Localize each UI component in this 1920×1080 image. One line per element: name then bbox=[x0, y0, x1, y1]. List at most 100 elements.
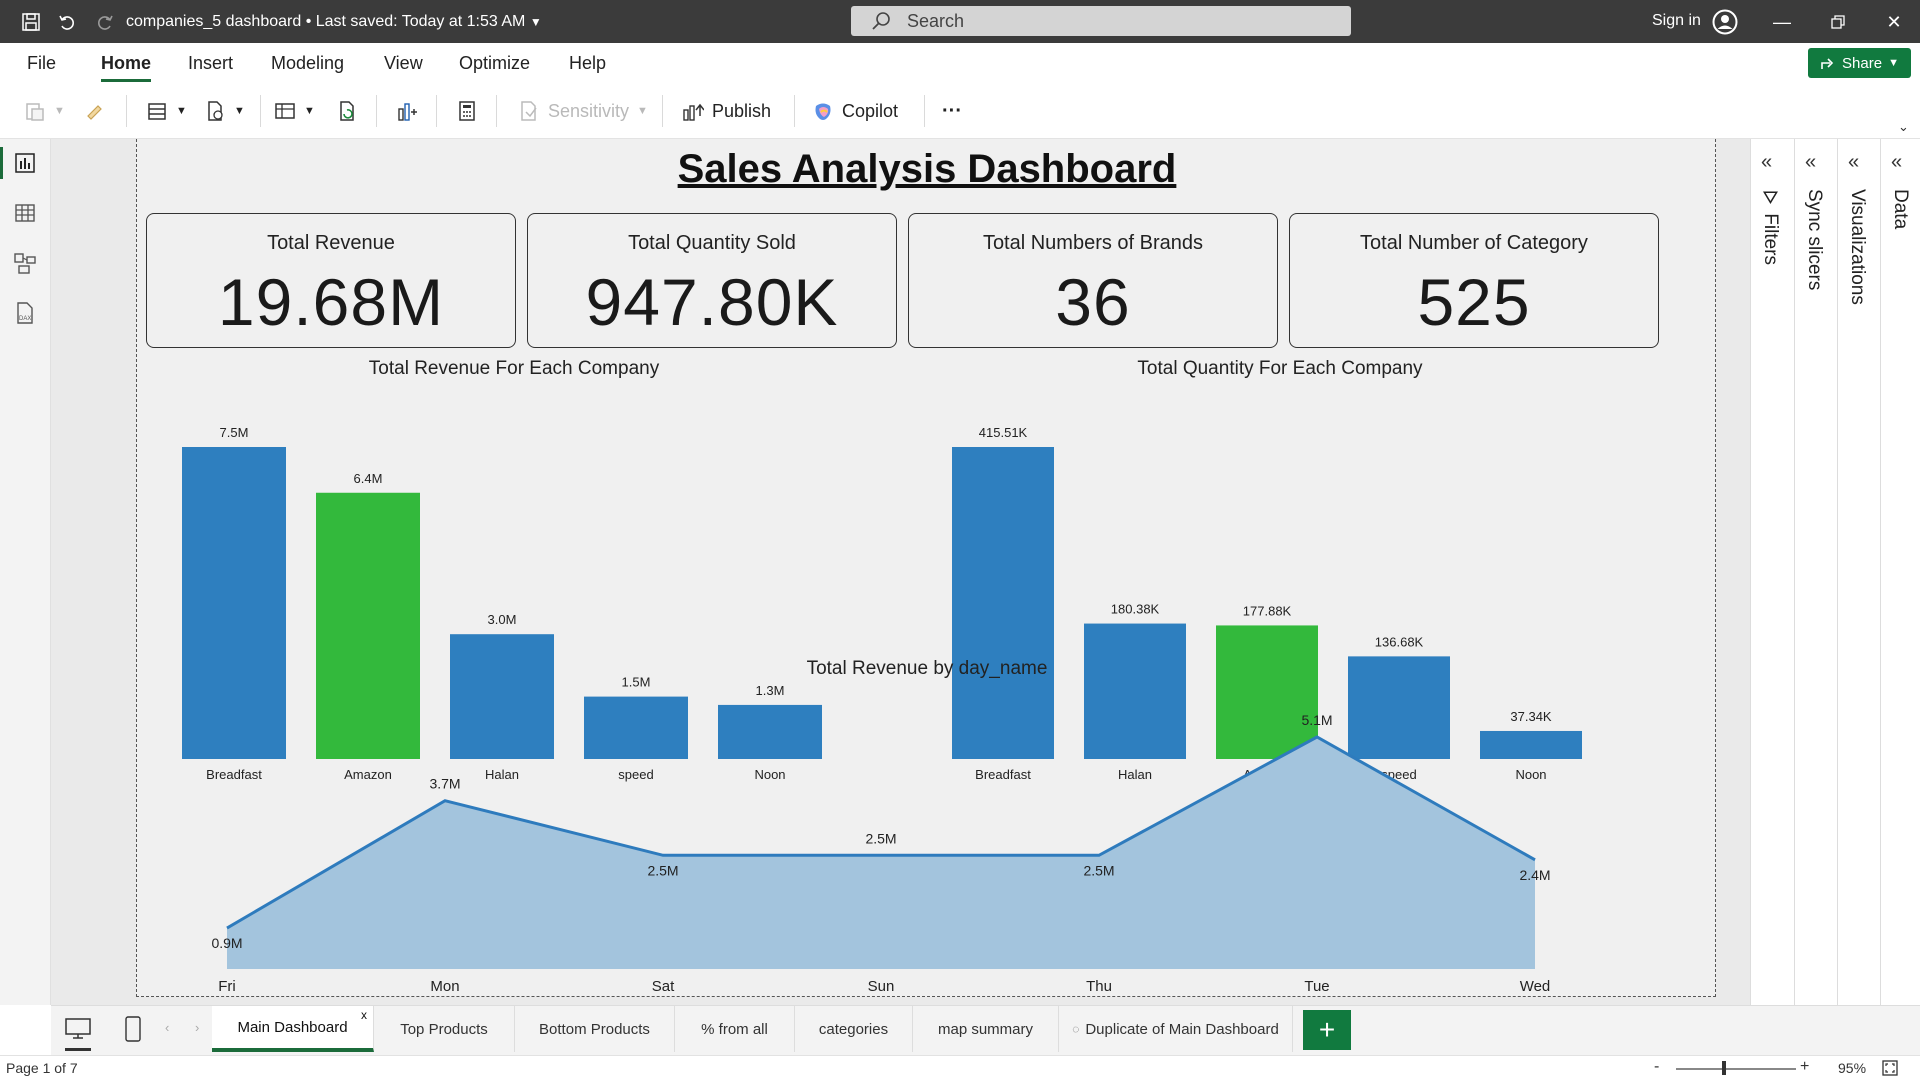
tab-map-summary[interactable]: map summary bbox=[913, 1006, 1059, 1052]
copilot-button[interactable]: Copilot bbox=[812, 95, 898, 127]
format-painter-button[interactable] bbox=[84, 95, 106, 127]
get-data-button[interactable]: ▼ bbox=[146, 95, 187, 127]
table-view-icon[interactable] bbox=[13, 201, 37, 225]
share-button[interactable]: Share ▼ bbox=[1808, 48, 1911, 78]
visualizations-pane[interactable]: « Visualizations bbox=[1838, 139, 1881, 1005]
kpi-card-total-category[interactable]: Total Number of Category 525 bbox=[1289, 213, 1659, 348]
paste-button[interactable]: ▼ bbox=[24, 95, 65, 127]
bar[interactable] bbox=[1084, 623, 1186, 759]
scroll-left-icon[interactable]: ‹ bbox=[165, 1020, 170, 1035]
quantity-by-company-chart[interactable]: 415.51KBreadfast180.38KHalan177.88KAmazo… bbox=[937, 387, 1637, 793]
tab-label: Main Dashboard bbox=[237, 1018, 348, 1036]
revenue-by-company-chart[interactable]: 7.5M Breadfast 6.4M Amazon 3.0M Halan 1.5M spee… bbox=[167, 387, 867, 793]
filter-icon: ⛛ bbox=[1760, 189, 1781, 214]
menu-modeling[interactable]: Modeling bbox=[271, 53, 345, 73]
refresh-button[interactable] bbox=[336, 95, 358, 127]
expand-icon[interactable]: « bbox=[1848, 151, 1860, 173]
add-page-button[interactable]: + bbox=[1303, 1010, 1351, 1050]
expand-icon[interactable]: « bbox=[1761, 151, 1773, 173]
data-label: 37.34K bbox=[1510, 709, 1552, 724]
data-pane[interactable]: « Data bbox=[1881, 139, 1920, 1005]
zoom-out-icon[interactable]: - bbox=[1654, 1058, 1660, 1075]
scroll-right-icon[interactable]: › bbox=[195, 1020, 200, 1035]
menu-home[interactable]: Home bbox=[101, 53, 152, 82]
expand-icon[interactable]: « bbox=[1805, 151, 1817, 173]
view-rail: DAX bbox=[0, 139, 51, 1005]
data-label: 136.68K bbox=[1375, 634, 1424, 649]
refresh-icon bbox=[340, 101, 354, 121]
menu-view[interactable]: View bbox=[384, 53, 423, 73]
tab-percent-from-all[interactable]: % from all bbox=[675, 1006, 795, 1052]
new-visual-icon bbox=[398, 103, 417, 121]
bar[interactable] bbox=[1216, 625, 1318, 759]
menu-insert[interactable]: Insert bbox=[188, 53, 234, 73]
menu-file[interactable]: File bbox=[27, 53, 57, 73]
new-measure-button[interactable] bbox=[456, 95, 478, 127]
publish-button[interactable]: Publish bbox=[682, 95, 771, 127]
chevron-down-icon: ▼ bbox=[1888, 57, 1899, 69]
x-tick-label: Noon bbox=[754, 767, 785, 782]
report-view-icon[interactable] bbox=[13, 151, 37, 175]
close-tab-icon[interactable]: x bbox=[361, 1008, 367, 1022]
tab-categories[interactable]: categories bbox=[795, 1006, 913, 1052]
tab-top-products[interactable]: Top Products bbox=[374, 1006, 515, 1052]
minimize-icon[interactable]: — bbox=[1773, 11, 1791, 32]
sync-slicers-pane[interactable]: « Sync slicers bbox=[1795, 139, 1838, 1005]
copilot-icon bbox=[815, 103, 831, 120]
fit-to-page-icon[interactable] bbox=[1882, 1060, 1898, 1076]
save-icon[interactable] bbox=[18, 9, 44, 35]
undo-icon[interactable] bbox=[54, 9, 80, 35]
data-label: 415.51K bbox=[979, 425, 1028, 440]
kpi-card-total-brands[interactable]: Total Numbers of Brands 36 bbox=[908, 213, 1278, 348]
tab-bottom-products[interactable]: Bottom Products bbox=[515, 1006, 675, 1052]
data-label: 2.5M bbox=[1083, 862, 1114, 878]
more-options-label: ··· bbox=[942, 99, 962, 122]
mobile-layout-icon[interactable] bbox=[125, 1016, 141, 1042]
bar[interactable] bbox=[316, 492, 420, 759]
bar[interactable] bbox=[1480, 730, 1582, 759]
new-visual-button[interactable] bbox=[396, 95, 418, 127]
zoom-in-icon[interactable]: + bbox=[1800, 1058, 1810, 1075]
desktop-layout-icon[interactable] bbox=[65, 1018, 91, 1040]
series-line[interactable] bbox=[226, 735, 1536, 930]
report-page: Sales Analysis Dashboard Total Revenue 1… bbox=[136, 139, 1716, 997]
redo-icon[interactable] bbox=[92, 9, 118, 35]
tab-duplicate-main-dashboard[interactable]: ◌ Duplicate of Main Dashboard bbox=[1059, 1006, 1293, 1052]
restore-icon[interactable] bbox=[1826, 10, 1850, 34]
collapse-ribbon-icon[interactable]: ⌄ bbox=[1898, 119, 1909, 134]
recent-sources-button[interactable]: ▼ bbox=[204, 95, 245, 127]
kpi-card-total-revenue[interactable]: Total Revenue 19.68M bbox=[146, 213, 516, 348]
bar[interactable] bbox=[952, 447, 1054, 759]
expand-icon[interactable]: « bbox=[1891, 151, 1903, 173]
more-options-button[interactable]: ··· bbox=[942, 95, 962, 127]
bar[interactable] bbox=[718, 704, 822, 759]
zoom-slider-thumb[interactable] bbox=[1722, 1061, 1726, 1075]
document-title[interactable]: companies_5 dashboard • Last saved: Toda… bbox=[126, 13, 542, 30]
data-label: 1.3M bbox=[756, 683, 785, 698]
menu-optimize[interactable]: Optimize bbox=[459, 53, 531, 73]
bar[interactable] bbox=[182, 447, 286, 759]
menu-help[interactable]: Help bbox=[569, 53, 607, 73]
account-icon[interactable] bbox=[1712, 9, 1738, 40]
share-label: Share bbox=[1842, 54, 1883, 72]
revenue-by-day-chart[interactable]: 0.9M Fri 3.7M Mon 2.5M Sat 2.5M Sun 2.5M Thu 5.1M T… bbox=[197, 687, 1637, 993]
model-view-icon[interactable] bbox=[13, 251, 37, 275]
bar[interactable] bbox=[450, 634, 554, 759]
bar[interactable] bbox=[1348, 656, 1450, 759]
kpi-card-total-quantity[interactable]: Total Quantity Sold 947.80K bbox=[527, 213, 897, 348]
sensitivity-button[interactable]: Sensitivity ▼ bbox=[518, 95, 648, 127]
sign-in-link[interactable]: Sign in bbox=[1652, 12, 1701, 29]
x-tick-label: Sun bbox=[868, 978, 895, 993]
tab-main-dashboard[interactable]: Main Dashboard x bbox=[212, 1006, 374, 1052]
filters-pane[interactable]: « ⛛ Filters bbox=[1751, 139, 1795, 1005]
menu-bar: File Home Insert Modeling View Optimize … bbox=[0, 43, 1920, 83]
zoom-slider[interactable] bbox=[1676, 1068, 1796, 1070]
status-bar: Page 1 of 7 - + 95% bbox=[0, 1055, 1920, 1080]
bar[interactable] bbox=[584, 696, 688, 759]
sync-slicers-pane-label: Sync slicers bbox=[1804, 189, 1825, 291]
quantity-chart-title: Total Quantity For Each Company bbox=[1137, 358, 1423, 379]
close-icon[interactable]: ✕ bbox=[1886, 11, 1902, 32]
search-box[interactable]: Search bbox=[851, 6, 1351, 36]
transform-data-button[interactable]: ▼ bbox=[274, 95, 315, 127]
dax-query-view-icon[interactable]: DAX bbox=[13, 301, 37, 325]
